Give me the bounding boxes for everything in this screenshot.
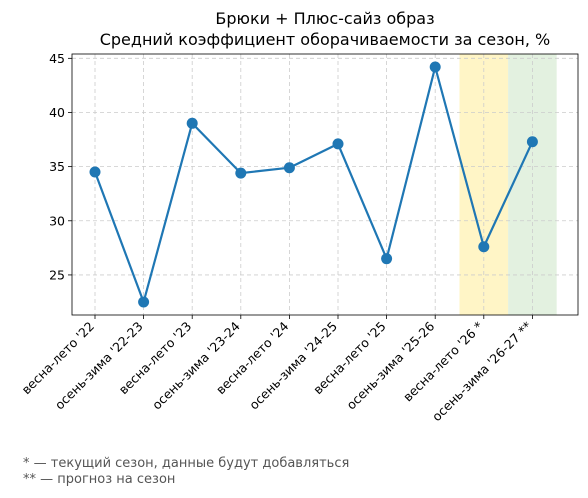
data-point-4 (283, 162, 295, 174)
x-tick-label-3: осень-зима '23-24 (149, 318, 243, 412)
data-point-9 (526, 136, 538, 148)
x-tick-label-7: осень-зима '25-26 (343, 318, 437, 412)
x-tick-label-9: осень-зима '26-27 ** (429, 319, 535, 425)
y-axis-ticks: 25 30 35 40 45 (49, 51, 72, 282)
x-tick-label-1: осень-зима '22-23 (52, 319, 146, 413)
y-tick-label-40: 40 (49, 105, 65, 120)
y-tick-label-30: 30 (49, 213, 65, 228)
chart-subtitle: Средний коэффициент оборачиваемости за с… (100, 30, 551, 49)
data-point-7 (429, 61, 441, 73)
plot-frame (71, 53, 579, 316)
data-point-1 (138, 296, 150, 308)
line-chart: Брюки + Плюс-сайз образ Средний коэффици… (18, 9, 579, 425)
series-line-0 (93, 65, 534, 304)
data-point-0 (89, 166, 101, 178)
data-point-8 (478, 241, 490, 253)
highlight-band-1 (508, 54, 557, 315)
y-tick-label-25: 25 (49, 267, 65, 282)
grid-lines (72, 54, 578, 315)
data-point-3 (235, 167, 247, 179)
footnote-current-season: * — текущий сезон, данные будут добавлят… (23, 456, 350, 471)
x-tick-label-5: осень-зима '24-25 (246, 319, 340, 413)
data-point-5 (332, 138, 344, 150)
y-tick-label-45: 45 (49, 51, 65, 66)
footnote-forecast: ** — прогноз на сезон (23, 472, 176, 487)
chart-title: Брюки + Плюс-сайз образ (215, 9, 434, 28)
data-point-2 (186, 117, 198, 129)
series-line (89, 61, 538, 308)
y-tick-label-35: 35 (49, 159, 65, 174)
highlight-bands (459, 54, 557, 315)
data-point-6 (381, 253, 393, 265)
